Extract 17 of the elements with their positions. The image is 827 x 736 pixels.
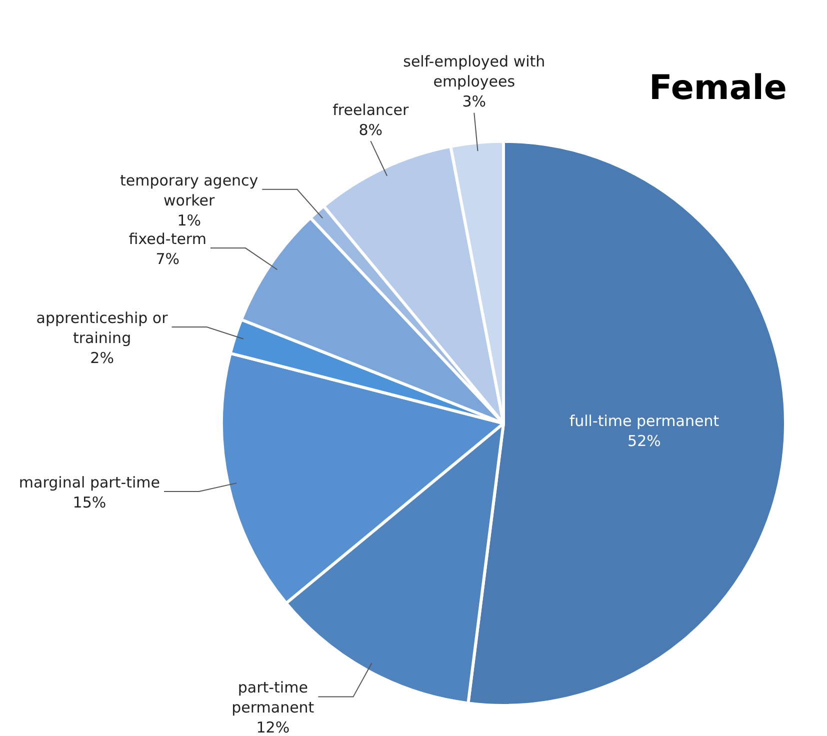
slice-label: apprenticeship or training	[36, 308, 169, 347]
data-label: 3%	[462, 92, 486, 111]
slice-label: marginal part-time	[18, 473, 160, 492]
data-label: 52%	[628, 432, 661, 450]
slice-label: fixed-term	[128, 230, 206, 248]
data-label: 12%	[256, 718, 290, 736]
slice-label: full-time permanent	[569, 412, 720, 430]
slice-label: temporary agency worker	[120, 171, 258, 210]
data-label: 7%	[156, 250, 180, 268]
data-label: 1%	[177, 211, 201, 230]
data-label: 2%	[90, 348, 114, 367]
slice-label: part-time permanent	[232, 678, 314, 717]
data-label: 15%	[72, 493, 106, 512]
slice-label: freelancer	[332, 100, 410, 119]
slice-label: self-employed with employees	[403, 52, 546, 91]
data-label: 8%	[358, 120, 383, 139]
chart-title: Female	[649, 68, 787, 108]
